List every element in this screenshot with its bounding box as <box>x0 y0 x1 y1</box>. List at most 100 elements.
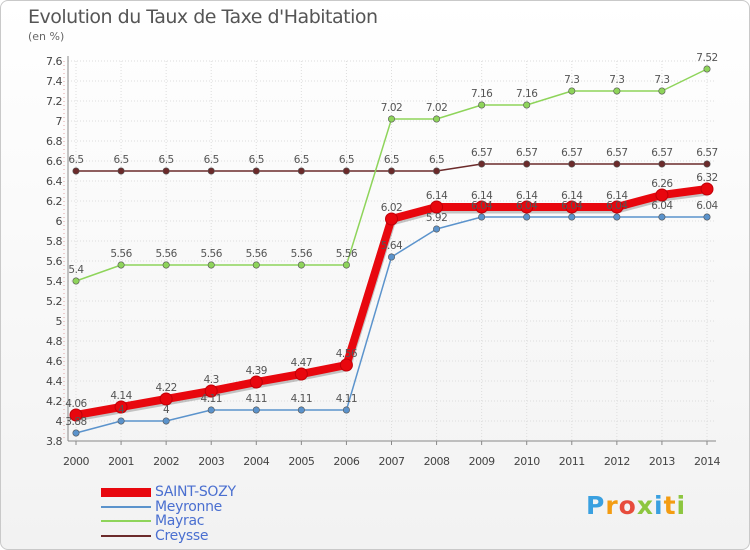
data-label: 6.14 <box>561 190 583 202</box>
legend-swatch <box>101 505 151 508</box>
axes <box>63 56 716 445</box>
data-label: 6.57 <box>606 147 627 159</box>
data-label: 7.02 <box>381 102 402 114</box>
logo-letter: i <box>676 491 687 520</box>
data-label: 7.3 <box>654 74 669 86</box>
series-lines <box>69 65 714 437</box>
logo-letter: P <box>586 491 606 520</box>
data-label: 6.57 <box>516 147 537 159</box>
data-point-creysse <box>523 160 531 168</box>
data-point-creysse <box>207 167 215 175</box>
data-label: 6.5 <box>159 154 174 166</box>
data-point-creysse <box>387 167 395 175</box>
data-point-meyronne <box>162 417 170 425</box>
data-label: 4.3 <box>204 374 219 386</box>
data-point-creysse <box>72 167 80 175</box>
y-tick-label: 3.8 <box>46 435 62 448</box>
y-tick-label: 5.6 <box>46 255 62 268</box>
data-point-saint-sozy <box>520 200 534 214</box>
logo-letter: t <box>663 491 677 520</box>
legend-item-mayrac[interactable]: Mayrac <box>101 514 236 529</box>
data-label: 6.57 <box>696 147 717 159</box>
data-point-saint-sozy <box>385 212 398 226</box>
data-label: 7.02 <box>426 102 447 114</box>
data-point-mayrac <box>162 261 170 269</box>
y-tick-label: 7.6 <box>46 55 62 68</box>
chart-subtitle: (en %) <box>28 30 65 43</box>
data-point-mayrac <box>658 87 666 95</box>
y-tick-label: 7.2 <box>46 95 62 108</box>
data-label: 6.57 <box>561 147 582 159</box>
data-point-creysse <box>117 167 125 175</box>
legend-swatch <box>101 520 151 523</box>
data-point-creysse <box>162 167 170 175</box>
y-tick-label: 6.2 <box>46 195 62 208</box>
data-point-meyronne <box>523 213 531 221</box>
grid-lines <box>68 60 716 442</box>
data-point-saint-sozy <box>700 182 714 196</box>
data-point-meyronne <box>117 417 125 425</box>
legend-label: Mayrac <box>155 513 205 530</box>
data-point-meyronne <box>207 406 215 414</box>
x-tick-label: 2002 <box>153 455 179 468</box>
x-tick-label: 2009 <box>469 455 495 468</box>
data-point-mayrac <box>568 87 576 95</box>
data-point-mayrac <box>342 261 350 269</box>
y-tick-label: 4 <box>56 415 63 428</box>
line-chart: 3.844.24.44.64.855.25.45.65.866.26.46.66… <box>46 52 721 468</box>
y-tick-label: 5.8 <box>46 235 62 248</box>
data-point-saint-sozy <box>159 392 173 406</box>
legend: SAINT-SOZY Meyronne Mayrac Creysse <box>101 485 236 543</box>
legend-item-meyronne[interactable]: Meyronne <box>101 500 236 515</box>
logo-letter: r <box>605 491 619 520</box>
data-label: 5.4 <box>68 264 84 276</box>
data-point-meyronne <box>297 406 305 414</box>
data-point-creysse <box>658 160 666 168</box>
data-label: 6.5 <box>113 154 128 166</box>
data-label: 6.26 <box>651 178 673 190</box>
data-point-saint-sozy <box>655 188 669 202</box>
data-label: 4.11 <box>246 393 267 405</box>
y-tick-label: 4.6 <box>46 355 62 368</box>
data-point-meyronne <box>568 213 576 221</box>
data-point-meyronne <box>252 406 260 414</box>
data-point-saint-sozy <box>69 408 83 422</box>
data-point-saint-sozy <box>204 384 218 398</box>
data-point-mayrac <box>478 101 486 109</box>
data-label: 5.56 <box>246 248 268 260</box>
data-point-saint-sozy <box>114 400 128 414</box>
data-label: 6.02 <box>381 202 402 214</box>
data-point-creysse <box>342 167 350 175</box>
data-label: 7.16 <box>516 88 538 100</box>
x-tick-label: 2004 <box>243 455 269 468</box>
data-point-saint-sozy <box>294 367 308 381</box>
proxiti-logo: Proxiti <box>586 491 686 520</box>
data-label: 6.5 <box>294 154 309 166</box>
data-point-creysse <box>252 167 260 175</box>
y-tick-label: 5 <box>56 315 63 328</box>
data-labels: 6.5 6.5 6.5 6.5 6.5 6.5 6.5 6.5 6.5 6.57 6.57 6.57 6… <box>65 52 719 428</box>
y-tick-label: 4.8 <box>46 335 62 348</box>
legend-item-creysse[interactable]: Creysse <box>101 529 236 544</box>
x-tick-label: 2006 <box>333 455 359 468</box>
y-tick-label: 4.2 <box>46 395 62 408</box>
y-tick-label: 6 <box>56 215 63 228</box>
x-tick-label: 2000 <box>63 455 89 468</box>
legend-item-saint-sozy[interactable]: SAINT-SOZY <box>101 485 236 500</box>
legend-swatch <box>101 487 151 497</box>
data-label: 4.06 <box>65 398 87 410</box>
x-tick-label: 2007 <box>379 455 405 468</box>
y-tick-label: 7 <box>56 115 63 128</box>
data-label: 7.3 <box>609 74 624 86</box>
x-tick-label: 2011 <box>559 455 585 468</box>
x-tick-label: 2008 <box>424 455 450 468</box>
data-point-mayrac <box>252 261 260 269</box>
data-label: 4.11 <box>291 393 312 405</box>
data-point-meyronne <box>72 429 80 437</box>
data-label: 6.5 <box>249 154 264 166</box>
data-label: 6.32 <box>696 172 717 184</box>
data-point-meyronne <box>613 213 621 221</box>
data-label: 4.56 <box>336 348 358 360</box>
logo-letter: i <box>654 491 664 520</box>
